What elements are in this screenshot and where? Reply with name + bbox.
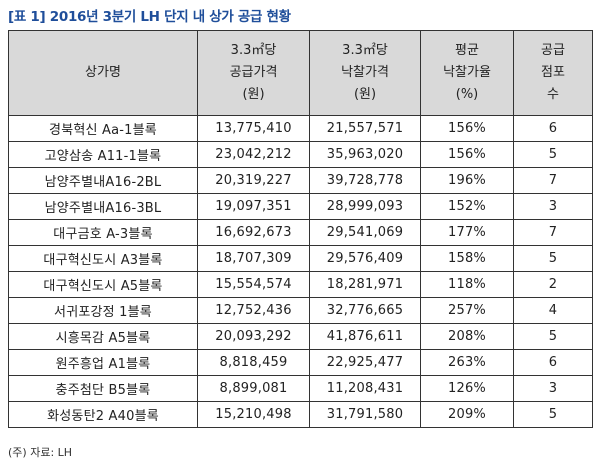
cell-bid-price: 29,541,069 [309,219,421,246]
source-note: (주) 자료: LH [8,446,73,459]
header-line: 수 [547,87,559,102]
cell-store-count: 5 [513,401,593,428]
cell-bid-rate: 152% [420,193,514,220]
cell-bid-price: 22,925,477 [309,349,421,376]
cell-store-name: 충주첨단 B5블록 [8,375,198,402]
cell-bid-rate: 196% [420,167,514,194]
header-line: 평균 [455,43,479,58]
cell-store-name: 경북혁신 Aa-1블록 [8,115,198,142]
cell-store-name: 남양주별내A16-2BL [8,167,198,194]
cell-store-count: 3 [513,375,593,402]
cell-store-count: 3 [513,193,593,220]
cell-store-count: 6 [513,115,593,142]
cell-bid-rate: 156% [420,115,514,142]
cell-store-count: 7 [513,167,593,194]
table-body: 경북혁신 Aa-1블록 13,775,410 21,557,571 156% 6 고양삼송… [8,115,593,428]
cell-store-count: 5 [513,323,593,350]
header-line: (%) [455,87,479,102]
cell-store-count: 7 [513,219,593,246]
cell-supply-price: 16,692,673 [197,219,310,246]
cell-supply-price: 12,752,436 [197,297,310,324]
header-line: 점포 [541,65,565,80]
header-line: (원) [353,87,377,102]
cell-store-name: 서귀포강정 1블록 [8,297,198,324]
cell-supply-price: 20,093,292 [197,323,310,350]
table-row: 경북혁신 Aa-1블록 13,775,410 21,557,571 156% 6 [8,115,593,142]
table-row: 남양주별내A16-3BL 19,097,351 28,999,093 152% 3 [8,193,593,220]
cell-bid-rate: 177% [420,219,514,246]
table-row: 대구혁신도시 A3블록 18,707,309 29,576,409 158% 5 [8,245,593,272]
cell-bid-price: 18,281,971 [309,271,421,298]
cell-store-name: 화성동탄2 A40블록 [8,401,198,428]
header-line: 낙찰가율 [443,65,491,80]
cell-supply-price: 19,097,351 [197,193,310,220]
header-line: 낙찰가격 [341,65,389,80]
cell-supply-price: 8,818,459 [197,349,310,376]
cell-store-name: 남양주별내A16-3BL [8,193,198,220]
cell-store-count: 2 [513,271,593,298]
header-line: 공급가격 [229,65,278,80]
header-line: 3.3㎡당 [342,43,388,58]
cell-bid-rate: 126% [420,375,514,402]
cell-store-name: 원주흥업 A1블록 [8,349,198,376]
cell-bid-rate: 263% [420,349,514,376]
cell-store-count: 6 [513,349,593,376]
table-row: 서귀포강정 1블록 12,752,436 32,776,665 257% 4 [8,297,593,324]
cell-bid-price: 39,728,778 [309,167,421,194]
table-row: 화성동탄2 A40블록 15,210,498 31,791,580 209% 5 [8,401,593,428]
header-line: 3.3㎡당 [230,43,277,58]
cell-bid-price: 29,576,409 [309,245,421,272]
cell-supply-price: 15,210,498 [197,401,310,428]
cell-store-name: 시흥목감 A5블록 [8,323,198,350]
cell-bid-price: 31,791,580 [309,401,421,428]
header-line: 상가명 [85,65,121,80]
cell-bid-price: 41,876,611 [309,323,421,350]
cell-bid-rate: 156% [420,141,514,168]
cell-store-name: 대구혁신도시 A5블록 [8,271,198,298]
table-row: 충주첨단 B5블록 8,899,081 11,208,431 126% 3 [8,375,593,402]
cell-store-count: 4 [513,297,593,324]
cell-store-name: 고양삼송 A11-1블록 [8,141,198,168]
cell-store-name: 대구혁신도시 A3블록 [8,245,198,272]
cell-bid-rate: 257% [420,297,514,324]
table-row: 남양주별내A16-2BL 20,319,227 39,728,778 196% 7 [8,167,593,194]
cell-bid-rate: 158% [420,245,514,272]
cell-bid-price: 21,557,571 [309,115,421,142]
header-line: 공급 [541,43,565,58]
cell-bid-rate: 118% [420,271,514,298]
cell-bid-rate: 209% [420,401,514,428]
cell-bid-price: 11,208,431 [309,375,421,402]
cell-supply-price: 20,319,227 [197,167,310,194]
cell-supply-price: 8,899,081 [197,375,310,402]
cell-store-count: 5 [513,141,593,168]
cell-supply-price: 23,042,212 [197,141,310,168]
table-row: 원주흥업 A1블록 8,818,459 22,925,477 263% 6 [8,349,593,376]
table-title: [표 1] 2016년 3분기 LH 단지 내 상가 공급 현황 [8,9,291,25]
table-row: 대구혁신도시 A5블록 15,554,574 18,281,971 118% 2 [8,271,593,298]
cell-supply-price: 18,707,309 [197,245,310,272]
table-row: 고양삼송 A11-1블록 23,042,212 35,963,020 156% 5 [8,141,593,168]
cell-store-name: 대구금호 A-3블록 [8,219,198,246]
cell-bid-price: 32,776,665 [309,297,421,324]
header-store-name: 상가명 [8,30,198,116]
cell-store-count: 5 [513,245,593,272]
cell-supply-price: 13,775,410 [197,115,310,142]
header-line: (원) [242,87,265,102]
table-row: 대구금호 A-3블록 16,692,673 29,541,069 177% 7 [8,219,593,246]
table-row: 시흥목감 A5블록 20,093,292 41,876,611 208% 5 [8,323,593,350]
cell-supply-price: 15,554,574 [197,271,310,298]
cell-bid-price: 35,963,020 [309,141,421,168]
cell-bid-rate: 208% [420,323,514,350]
cell-bid-price: 28,999,093 [309,193,421,220]
